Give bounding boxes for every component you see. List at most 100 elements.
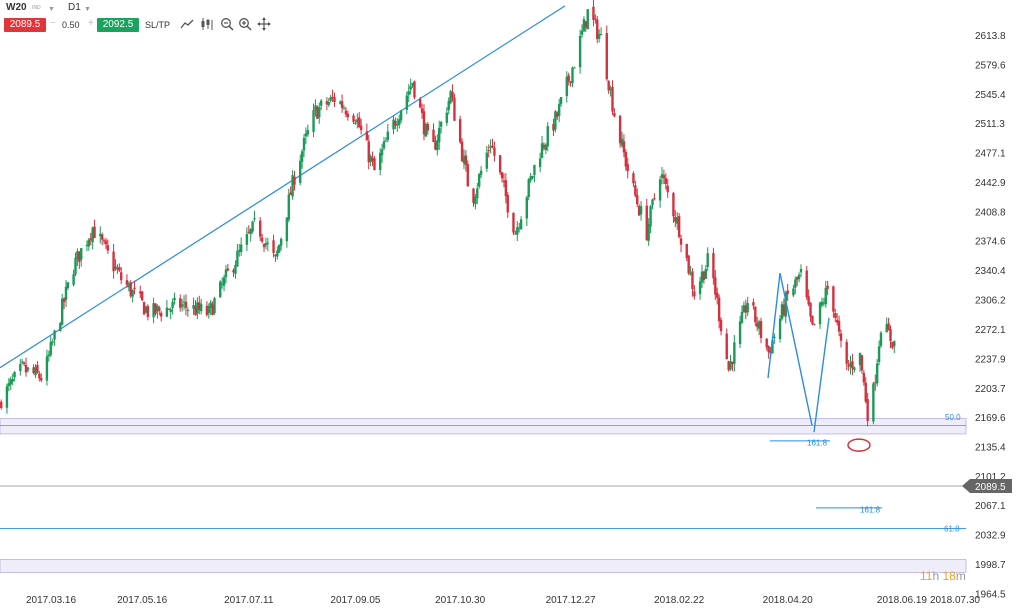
- sell-button[interactable]: 2089.5: [4, 18, 46, 32]
- candle-body: [540, 143, 544, 158]
- candle-body: [780, 304, 784, 320]
- candle-body: [434, 141, 437, 150]
- line-chart-icon[interactable]: [180, 17, 194, 31]
- candle-body: [184, 301, 188, 308]
- symbol-sublabel: IND: [32, 5, 41, 11]
- candle-body: [144, 306, 148, 313]
- candle-body: [864, 382, 867, 402]
- candle-body: [53, 330, 56, 340]
- candle-body: [133, 287, 136, 290]
- candle-body: [685, 243, 688, 258]
- crosshair-icon[interactable]: [257, 17, 271, 31]
- candle-body: [239, 244, 243, 253]
- lot-increase-button[interactable]: +: [88, 18, 94, 29]
- candle-body: [22, 362, 26, 364]
- candle-body: [262, 243, 266, 248]
- candle-body: [0, 401, 3, 409]
- buy-button[interactable]: 2092.5: [97, 18, 139, 32]
- candle-body: [89, 238, 92, 240]
- candle-body: [676, 217, 679, 224]
- candle-body: [485, 152, 489, 169]
- y-axis: 2613.8 2579.6 2545.4 2511.3 2477.1 2442.9 2408…: [962, 31, 1012, 601]
- candle-body: [875, 363, 879, 384]
- candle-body: [786, 290, 789, 295]
- timeframe-label[interactable]: D1: [68, 2, 81, 13]
- candle-body: [778, 318, 782, 340]
- y-tick-label: 2169.6: [975, 413, 1006, 424]
- y-tick-label: 2237.9: [975, 354, 1006, 365]
- x-tick-label: 2017.03.16: [26, 595, 76, 606]
- y-tick-label: 2613.8: [975, 31, 1006, 42]
- candle-body: [565, 76, 568, 97]
- candle-body: [11, 378, 14, 382]
- zoom-in-icon[interactable]: [238, 17, 252, 31]
- candle-body: [85, 245, 89, 247]
- candle-body: [293, 176, 296, 185]
- candle-body: [38, 373, 41, 379]
- candle-body: [538, 158, 542, 167]
- candle-body: [9, 379, 12, 385]
- candle-body: [396, 124, 399, 126]
- candle-body: [754, 306, 757, 323]
- timer-minutes-unit: m: [955, 569, 966, 583]
- candle-body: [131, 289, 134, 297]
- candle-body: [700, 271, 704, 283]
- timeframe-dropdown-icon[interactable]: ▼: [84, 6, 91, 13]
- candle-body: [327, 102, 330, 106]
- candles-icon[interactable]: [200, 17, 214, 31]
- candle-body: [807, 296, 810, 305]
- candle-body: [636, 195, 639, 205]
- y-tick-label: 2545.4: [975, 90, 1006, 101]
- candle-body: [259, 220, 262, 237]
- candle-body: [449, 91, 452, 103]
- candle-body: [752, 302, 755, 306]
- zoom-out-icon[interactable]: [220, 17, 234, 31]
- lot-decrease-button[interactable]: −: [50, 18, 56, 29]
- candle-body: [76, 251, 79, 260]
- candle-body: [893, 341, 896, 347]
- candle-body: [331, 96, 334, 98]
- y-tick-label: 2135.4: [975, 442, 1006, 453]
- candle-body: [306, 130, 310, 135]
- candle-body: [47, 354, 51, 357]
- swing-leg-c: [813, 317, 830, 433]
- sltp-button[interactable]: SL/TP: [145, 20, 171, 30]
- candle-body: [49, 341, 52, 356]
- candle-body: [519, 219, 523, 230]
- swing-leg-b: [767, 273, 781, 379]
- candle-body: [380, 149, 384, 156]
- candle-body: [729, 361, 732, 370]
- candle-body: [272, 240, 275, 253]
- candle-body: [194, 306, 197, 316]
- candle-body: [156, 305, 159, 312]
- candle-body: [20, 361, 24, 363]
- candle-body: [687, 255, 690, 274]
- x-tick-label: 2018.06.19: [877, 595, 927, 606]
- x-tick-label: 2017.10.30: [435, 595, 485, 606]
- candle-body: [525, 197, 529, 219]
- candle-body: [879, 332, 883, 346]
- highlight-circle: [847, 438, 871, 452]
- fib-161-label-a: 161.8: [807, 439, 828, 448]
- candle-body: [302, 137, 306, 151]
- symbol-label[interactable]: W20: [6, 2, 27, 13]
- candle-body: [342, 108, 346, 110]
- candle-body: [664, 178, 668, 185]
- candle-body: [373, 158, 376, 171]
- candle-body: [889, 329, 892, 341]
- candle-body: [173, 297, 176, 301]
- candle-body: [872, 383, 875, 422]
- candle-body: [325, 101, 329, 105]
- candle-body: [93, 226, 96, 238]
- candle-body: [674, 216, 677, 222]
- x-tick-label: 2018.07.30: [930, 595, 980, 606]
- candle-body: [13, 372, 16, 378]
- candle-body: [367, 141, 370, 163]
- lot-size-field[interactable]: 0.50: [62, 20, 80, 30]
- candle-body: [72, 274, 75, 285]
- support-zone: [0, 559, 967, 573]
- candle-body: [445, 112, 449, 123]
- y-tick-label: 2067.1: [975, 501, 1006, 512]
- symbol-dropdown-icon[interactable]: ▼: [48, 6, 55, 13]
